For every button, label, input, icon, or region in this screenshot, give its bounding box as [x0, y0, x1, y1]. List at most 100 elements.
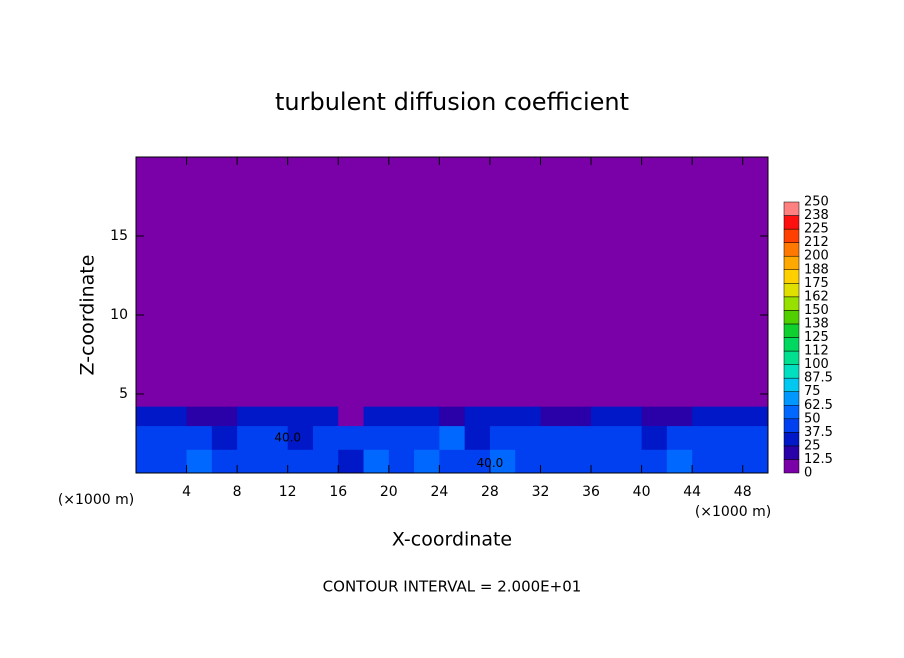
cell — [591, 425, 617, 450]
colorbar-swatch — [783, 269, 800, 284]
colorbar-swatch — [783, 459, 800, 474]
x-tick-label: 32 — [532, 484, 550, 500]
cell — [136, 406, 162, 427]
contour-label: 40.0 — [274, 431, 301, 445]
cell — [363, 425, 390, 450]
cell — [641, 406, 668, 427]
cell — [616, 449, 643, 474]
cell — [237, 406, 263, 427]
cell — [186, 425, 213, 450]
x-tick-label: 44 — [683, 484, 701, 500]
cell — [540, 449, 567, 474]
cell — [666, 425, 693, 450]
colorbar-swatch — [783, 255, 800, 271]
colorbar-label: 225 — [804, 222, 829, 237]
y-tick-label: 10 — [110, 307, 128, 323]
cell — [211, 425, 238, 450]
colorbar-label: 62.5 — [804, 398, 833, 413]
colorbar-swatch — [783, 364, 800, 379]
cell — [186, 449, 213, 474]
cell — [338, 449, 365, 474]
x-unit: (×1000 m) — [695, 504, 771, 520]
cell — [515, 449, 541, 474]
cell — [237, 449, 263, 474]
cell — [262, 425, 289, 450]
cell — [388, 449, 415, 474]
colorbar-label: 175 — [804, 276, 829, 291]
cell — [540, 406, 567, 427]
cell — [692, 406, 718, 427]
colorbar-swatch — [783, 323, 800, 338]
x-tick-label: 24 — [430, 484, 448, 500]
cell — [464, 449, 491, 474]
x-tick-label: 4 — [182, 484, 191, 500]
colorbar-swatch — [783, 405, 800, 420]
cell — [489, 425, 516, 450]
colorbar-label: 188 — [804, 262, 829, 277]
cell — [464, 406, 491, 427]
cell — [388, 406, 415, 427]
colorbar-label: 138 — [804, 316, 829, 331]
cell — [616, 406, 643, 427]
colorbar-label: 250 — [804, 195, 829, 210]
cell — [439, 449, 466, 474]
cell — [717, 406, 744, 427]
colorbar-label: 112 — [804, 344, 829, 359]
cell — [211, 406, 238, 427]
cell — [287, 449, 314, 474]
colorbar-label: 125 — [804, 330, 829, 345]
colorbar-swatch — [783, 445, 800, 460]
cell — [515, 406, 541, 427]
cell — [565, 449, 592, 474]
y-axis-label: Z-coordinate — [77, 255, 99, 376]
colorbar-swatch — [783, 201, 800, 216]
cell — [237, 425, 263, 450]
colorbar-swatch — [783, 283, 800, 298]
cell — [666, 406, 693, 427]
cell — [717, 449, 744, 474]
x-tick-label: 8 — [233, 484, 242, 500]
x-tick-label: 16 — [329, 484, 347, 500]
cell — [692, 449, 718, 474]
colorbar-swatch — [783, 418, 800, 433]
cell — [515, 425, 541, 450]
colorbar-label: 162 — [804, 289, 829, 304]
cell — [641, 425, 668, 450]
colorbar-label: 25 — [804, 438, 821, 453]
cell — [414, 425, 440, 450]
cell — [414, 449, 440, 474]
y-unit: (×1000 m) — [58, 492, 134, 508]
x-tick-label: 20 — [380, 484, 398, 500]
cell — [742, 425, 769, 450]
footer: CONTOUR INTERVAL = 2.000E+01 — [323, 578, 582, 596]
cell — [363, 406, 390, 427]
cell — [414, 406, 440, 427]
cell — [439, 425, 466, 450]
cell — [186, 406, 213, 427]
cell — [262, 449, 289, 474]
colorbar-label: 37.5 — [804, 425, 833, 440]
cell — [742, 406, 769, 427]
cell — [287, 406, 314, 427]
colorbar-label: 50 — [804, 411, 821, 426]
cell — [312, 425, 339, 450]
cell — [565, 406, 592, 427]
cell — [338, 425, 365, 450]
cell — [692, 425, 718, 450]
cell — [641, 449, 668, 474]
colorbar-swatch — [783, 391, 800, 406]
colorbar-swatch — [783, 228, 800, 243]
colorbar-label: 12.5 — [804, 452, 833, 467]
colorbar-label: 75 — [804, 384, 821, 399]
colorbar-label: 0 — [804, 466, 812, 481]
contour-label: 40.0 — [477, 456, 504, 470]
x-tick-label: 28 — [481, 484, 499, 500]
colorbar-label: 87.5 — [804, 371, 833, 386]
cell — [565, 425, 592, 450]
cell — [363, 449, 390, 474]
x-axis-label: X-coordinate — [392, 529, 512, 551]
colorbar-label: 200 — [804, 249, 829, 264]
colorbar-label: 100 — [804, 357, 829, 372]
cell — [489, 406, 516, 427]
